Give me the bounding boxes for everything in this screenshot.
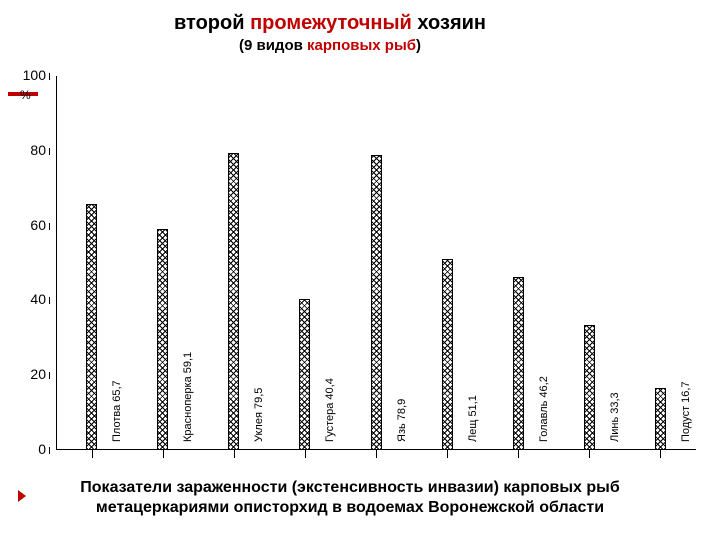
bar-label: Уклея 79,5 — [253, 388, 265, 442]
red-arrow-icon — [18, 490, 26, 502]
bar-label: Плотва 65,7 — [111, 380, 123, 442]
bar — [228, 153, 239, 450]
chart-title: второй промежуточный хозяин — [50, 12, 610, 35]
subtitle-text-1: (9 видов — [239, 37, 307, 54]
bar — [157, 229, 168, 450]
chart-plot-area: 020406080100Плотва 65,7Красноперка 59,1У… — [56, 76, 696, 450]
bar-label: Красноперка 59,1 — [182, 352, 194, 442]
y-tick-label: 40 — [16, 291, 46, 307]
bar — [584, 325, 595, 450]
y-axis-label: % — [20, 88, 31, 102]
y-tick-label: 60 — [16, 217, 46, 233]
chart-subtitle: (9 видов карповых рыб) — [50, 37, 610, 54]
y-tick-label: 0 — [16, 441, 46, 457]
title-panel: второй промежуточный хозяин (9 видов кар… — [30, 4, 630, 64]
bar — [299, 299, 310, 450]
bar — [655, 388, 666, 450]
bar-label: Голавль 46,2 — [538, 376, 550, 442]
caption-panel: Показатели зараженности (экстенсивность … — [30, 468, 670, 528]
bar-label: Подуст 16,7 — [680, 381, 692, 442]
title-text-2: промежуточный — [250, 12, 412, 34]
title-text-1: второй — [174, 12, 250, 34]
bar-label: Густера 40,4 — [324, 378, 336, 442]
bar-label: Лещ 51,1 — [467, 395, 479, 442]
y-tick-label: 80 — [16, 142, 46, 158]
bar — [442, 259, 453, 450]
subtitle-text-2: карповых рыб — [307, 37, 416, 54]
y-tick-label: 20 — [16, 366, 46, 382]
bar-label: Линь 33,3 — [609, 392, 621, 442]
y-tick-label: 100 — [16, 67, 46, 83]
bar — [86, 204, 97, 450]
subtitle-text-3: ) — [416, 37, 421, 54]
bar — [513, 277, 524, 450]
bar-label: Язь 78,9 — [396, 399, 408, 442]
bar — [371, 155, 382, 450]
title-text-3: хозяин — [417, 12, 486, 34]
